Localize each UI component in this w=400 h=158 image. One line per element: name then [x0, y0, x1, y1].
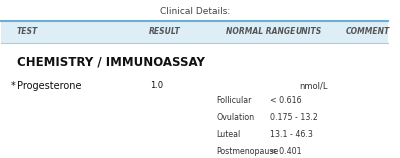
Text: COMMENT: COMMENT: [346, 27, 390, 36]
Text: Progesterone: Progesterone: [17, 81, 81, 91]
Text: < 0.401: < 0.401: [270, 147, 302, 156]
Text: RESULT: RESULT: [148, 27, 180, 36]
Text: < 0.616: < 0.616: [270, 96, 302, 105]
Text: NORMAL RANGE: NORMAL RANGE: [226, 27, 295, 36]
Text: Clinical Details:: Clinical Details:: [160, 7, 230, 16]
Text: Postmenopause: Postmenopause: [216, 147, 278, 156]
Text: nmol/L: nmol/L: [300, 81, 328, 90]
Text: *: *: [11, 81, 16, 91]
Text: 13.1 - 46.3: 13.1 - 46.3: [270, 130, 313, 139]
Text: TEST: TEST: [17, 27, 38, 36]
Text: CHEMISTRY / IMMUNOASSAY: CHEMISTRY / IMMUNOASSAY: [17, 55, 205, 68]
Text: 0.175 - 13.2: 0.175 - 13.2: [270, 113, 318, 122]
Text: Luteal: Luteal: [216, 130, 240, 139]
Bar: [1, 21, 388, 43]
Text: UNITS: UNITS: [296, 27, 322, 36]
Text: Follicular: Follicular: [216, 96, 252, 105]
Text: Ovulation: Ovulation: [216, 113, 254, 122]
Text: 1.0: 1.0: [150, 81, 164, 90]
